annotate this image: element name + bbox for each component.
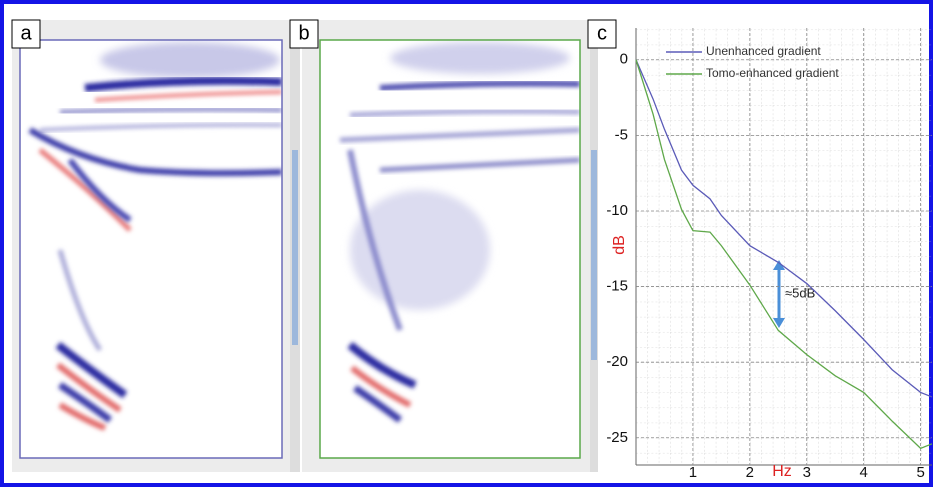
panel-b-border [319,39,581,459]
y-tick-label: -20 [606,353,628,370]
x-tick-label: 1 [689,464,697,481]
x-tick-label: 5 [916,464,924,481]
seismic-a [28,42,282,431]
legend-label: Unenhanced gradient [706,44,821,58]
minor-grid [636,28,932,465]
panel-label: c [597,22,607,44]
panel-label-box [587,19,617,49]
series-line [635,59,933,450]
y-tick-label: -15 [606,278,628,295]
panel-label: a [20,22,32,44]
y-tick-label: -5 [615,126,628,143]
panel-label-box [289,19,319,49]
y-axis-label: dB [611,235,628,255]
x-tick-label: 4 [860,464,868,481]
legend-label: Tomo-enhanced gradient [706,66,839,80]
x-axis-label: Hz [772,463,792,480]
panel-a-border [19,39,283,459]
panel-a-image [20,40,282,458]
y-tick-label: -10 [606,202,628,219]
panel-label: b [298,22,309,44]
annotation: ≈5dB [785,285,815,300]
scroll-thumb[interactable] [591,150,597,360]
series-line [635,59,933,398]
x-tick-label: 3 [803,464,811,481]
scroll-thumb[interactable] [292,150,298,345]
panel-label-box [11,19,41,49]
y-tick-label: -25 [606,429,628,446]
seismic-b [339,42,580,423]
y-tick-label: 0 [620,51,628,68]
x-tick-label: 2 [746,464,754,481]
